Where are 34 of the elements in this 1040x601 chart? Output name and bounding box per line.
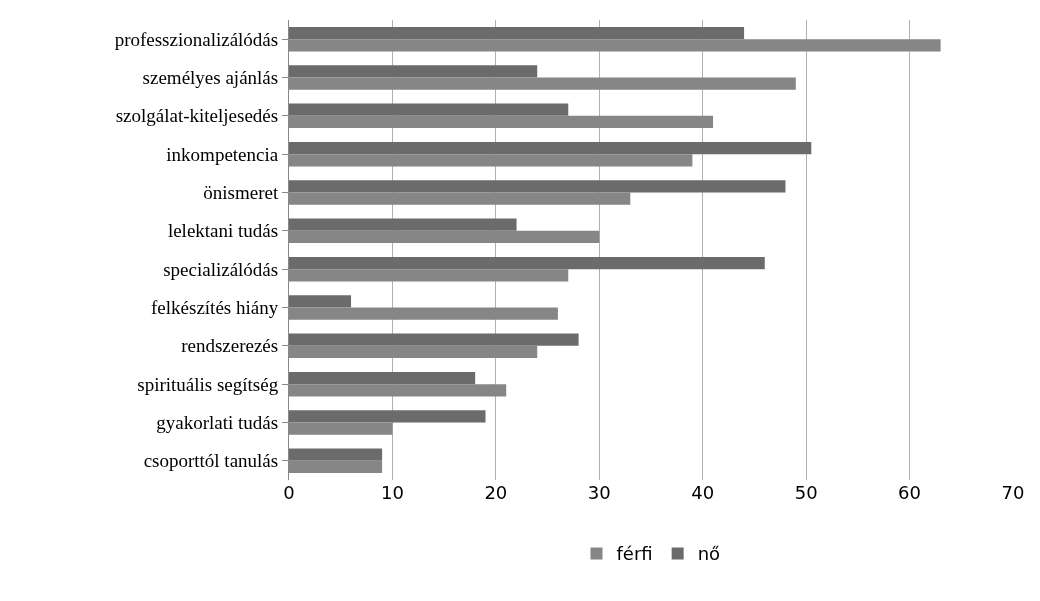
x-tick-label: 70	[1001, 482, 1025, 503]
legend-label: nő	[697, 543, 721, 565]
y-tick-label: rendszerezés	[181, 335, 279, 357]
x-tick-label: 40	[691, 482, 715, 503]
y-tick-label: gyakorlati tudás	[156, 412, 279, 434]
y-tick-label: inkompetencia	[166, 143, 279, 165]
bar	[289, 295, 352, 308]
bar	[289, 371, 476, 385]
x-tick-label: 20	[484, 482, 508, 503]
x-tick-label: 60	[898, 482, 922, 503]
bar	[289, 333, 579, 346]
bar	[289, 448, 383, 461]
x-tick-label: 0	[283, 482, 295, 503]
bar	[289, 410, 486, 423]
x-tick-label: 30	[587, 482, 611, 503]
y-tick-label: személyes ajánlás	[142, 67, 279, 89]
bar	[289, 26, 745, 40]
y-tick-label: lelektani tudás	[167, 220, 279, 242]
x-tick-label: 50	[794, 482, 818, 503]
bar	[289, 65, 538, 78]
y-tick-label: csoporttól tanulás	[143, 450, 279, 472]
legend-label: férfi	[616, 543, 653, 565]
bar	[289, 180, 786, 193]
bar	[289, 218, 517, 231]
y-tick-label: szolgálat-kiteljesedés	[115, 105, 279, 127]
bar	[289, 103, 569, 116]
bar	[289, 141, 812, 155]
y-tick-label: professzionalizálódás	[114, 28, 279, 50]
y-tick-label: spirituális segítség	[137, 373, 279, 395]
bar	[289, 256, 765, 270]
x-tick-label: 10	[380, 482, 404, 503]
y-tick-label: felkészítés hiány	[151, 297, 279, 319]
y-tick-label: specializálódás	[163, 258, 279, 280]
y-tick-label: önismeret	[203, 182, 279, 204]
